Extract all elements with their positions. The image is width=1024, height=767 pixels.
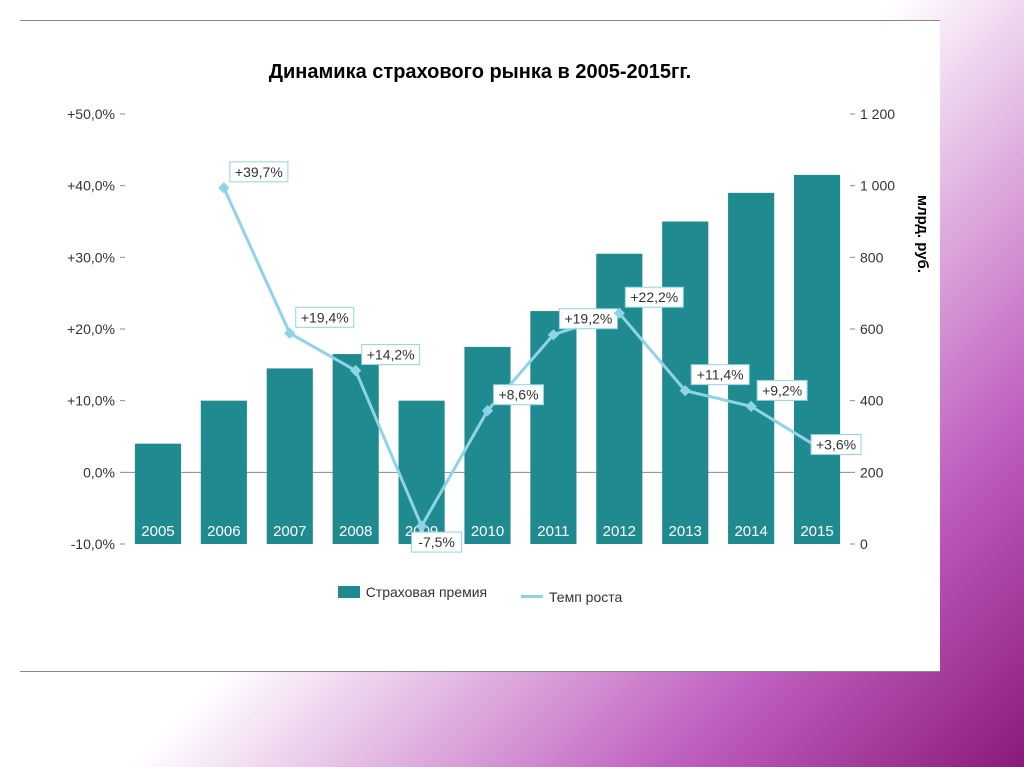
ytick-left: +10,0% xyxy=(67,393,115,409)
year-label-2008: 2008 xyxy=(339,523,372,540)
slide-background: Динамика страхового рынка в 2005-2015гг.… xyxy=(0,0,1024,767)
ytick-left: +40,0% xyxy=(67,178,115,194)
data-label: +8,6% xyxy=(498,387,538,403)
year-label-2015: 2015 xyxy=(800,523,833,540)
ytick-right: 1 200 xyxy=(860,106,895,122)
legend-item-bar: Страховая премия xyxy=(338,584,487,600)
ytick-right: 800 xyxy=(860,249,884,265)
legend: Страховая премия Темп роста xyxy=(20,584,940,605)
data-label: -7,5% xyxy=(418,534,455,550)
bar-2015 xyxy=(794,175,840,544)
bar-2007 xyxy=(267,368,313,544)
year-label-2010: 2010 xyxy=(471,523,504,540)
bar-2011 xyxy=(530,311,576,544)
data-label: +9,2% xyxy=(762,382,802,398)
chart-title: Динамика страхового рынка в 2005-2015гг. xyxy=(20,61,940,84)
right-axis-title: млрд. руб. xyxy=(914,195,930,273)
data-label: +14,2% xyxy=(367,347,415,363)
bar-2008 xyxy=(333,354,379,544)
legend-swatch-bar xyxy=(338,586,360,598)
year-label-2007: 2007 xyxy=(273,523,306,540)
year-label-2013: 2013 xyxy=(669,523,702,540)
legend-swatch-line xyxy=(521,595,543,598)
ytick-right: 600 xyxy=(860,321,884,337)
ytick-right: 1 000 xyxy=(860,178,895,194)
ytick-left: -10,0% xyxy=(71,536,115,552)
ytick-left: +30,0% xyxy=(67,249,115,265)
year-label-2005: 2005 xyxy=(141,523,174,540)
marker-2006 xyxy=(218,182,229,193)
ytick-right: 0 xyxy=(860,536,868,552)
ytick-left: +50,0% xyxy=(67,106,115,122)
legend-item-line: Темп роста xyxy=(521,589,622,605)
year-label-2011: 2011 xyxy=(537,523,569,540)
data-label: +22,2% xyxy=(630,289,678,305)
year-label-2006: 2006 xyxy=(207,523,240,540)
legend-label-line: Темп роста xyxy=(549,589,622,605)
combo-chart: 2005200620072008200920102011201220132014… xyxy=(30,94,930,574)
ytick-right: 400 xyxy=(860,393,884,409)
data-label: +19,2% xyxy=(564,311,612,327)
data-label: +39,7% xyxy=(235,164,283,180)
year-label-2014: 2014 xyxy=(734,523,767,540)
ytick-left: 0,0% xyxy=(83,464,115,480)
data-label: +11,4% xyxy=(697,367,744,383)
ytick-right: 200 xyxy=(860,464,884,480)
chart-panel: Динамика страхового рынка в 2005-2015гг.… xyxy=(20,20,940,672)
data-label: +19,4% xyxy=(301,309,349,325)
data-label: +3,6% xyxy=(816,437,856,453)
ytick-left: +20,0% xyxy=(67,321,115,337)
year-label-2012: 2012 xyxy=(603,523,636,540)
bar-2010 xyxy=(464,347,510,544)
legend-label-bar: Страховая премия xyxy=(366,584,487,600)
